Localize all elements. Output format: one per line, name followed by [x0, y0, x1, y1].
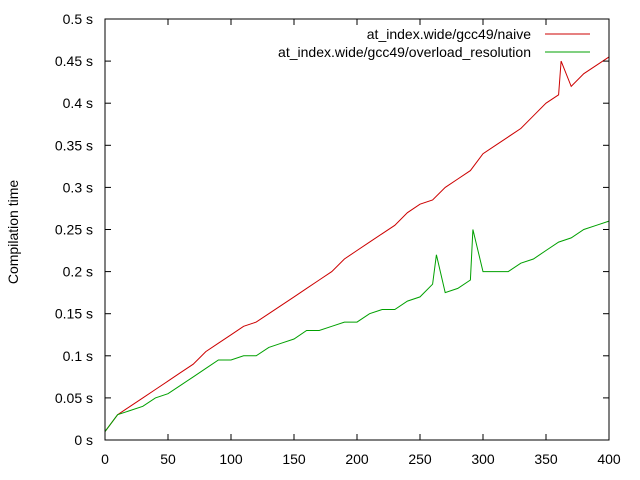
- legend-label-2: at_index.wide/gcc49/overload_resolution: [278, 44, 531, 60]
- x-tick-label: 300: [471, 451, 495, 467]
- y-axis-title: Compilation time: [5, 180, 21, 284]
- series-line-2: [104, 220, 610, 432]
- x-tick-label: 0: [101, 451, 109, 467]
- y-tick-label: 0.05 s: [55, 390, 93, 406]
- y-tick-label: 0.5 s: [63, 11, 93, 27]
- x-tick-label: 350: [534, 451, 558, 467]
- y-tick-label: 0.35 s: [55, 137, 93, 153]
- legend-label-1: at_index.wide/gcc49/naive: [367, 26, 531, 42]
- y-tick-label: 0.1 s: [63, 348, 93, 364]
- y-tick-label: 0.45 s: [55, 53, 93, 69]
- axis-ticks: [104, 18, 610, 441]
- y-tick-label: 0.2 s: [63, 264, 93, 280]
- y-tick-label: 0.3 s: [63, 179, 93, 195]
- plot-frame: [104, 18, 610, 441]
- y-tick-label: 0.15 s: [55, 306, 93, 322]
- y-tick-label: 0.25 s: [55, 222, 93, 238]
- series-line-1: [104, 56, 610, 432]
- plot-lines: [104, 56, 610, 432]
- x-tick-label: 100: [219, 451, 243, 467]
- axis-tick-labels: 0 s 0.05 s 0.1 s 0.15 s 0.2 s 0.25 s 0.3 s 0.35…: [55, 11, 621, 467]
- legend: at_index.wide/gcc49/naive at_index.wide/g…: [278, 26, 590, 60]
- y-tick-label: 0 s: [74, 432, 93, 448]
- x-tick-label: 400: [597, 451, 621, 467]
- y-tick-label: 0.4 s: [63, 95, 93, 111]
- x-tick-label: 250: [408, 451, 432, 467]
- x-tick-label: 150: [282, 451, 306, 467]
- x-tick-label: 200: [345, 451, 369, 467]
- x-tick-label: 50: [160, 451, 176, 467]
